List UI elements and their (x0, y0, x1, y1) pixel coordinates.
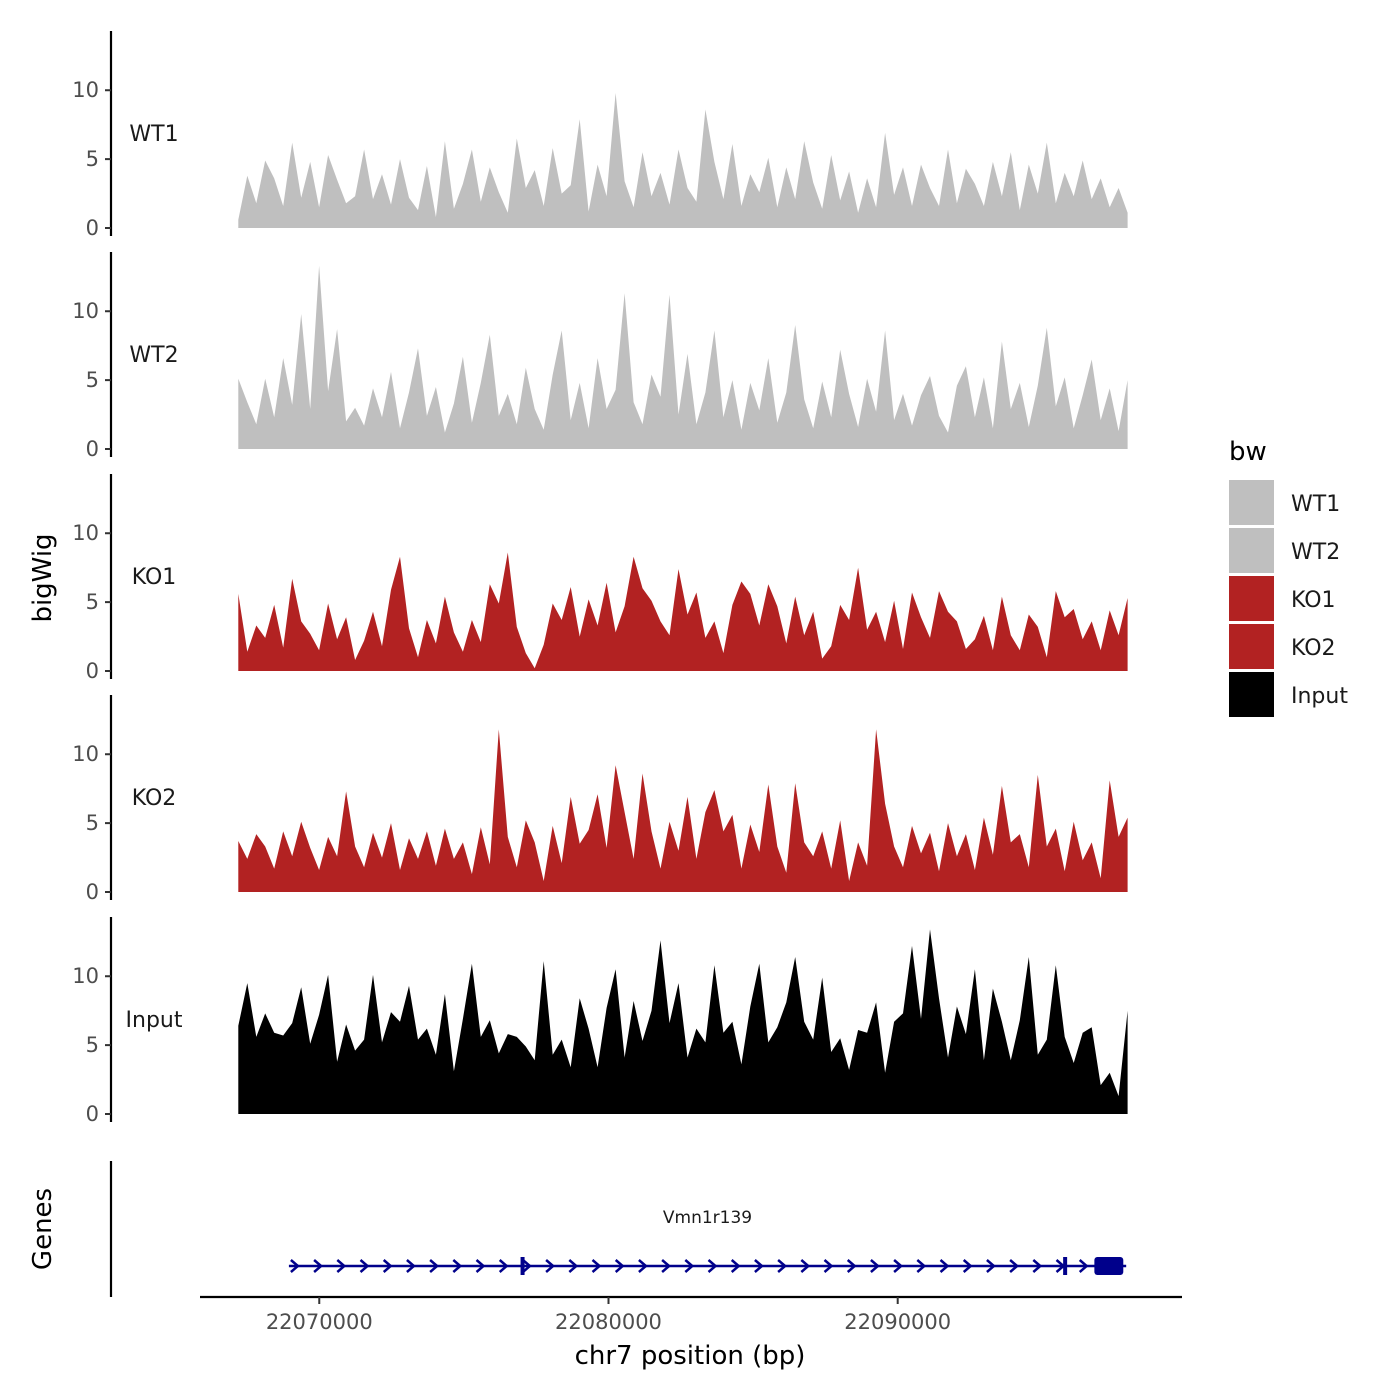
strand-arrow (684, 1259, 695, 1273)
track-label-ko2: KO2 (132, 786, 177, 811)
x-axis: 22070000 22080000 22090000 (200, 1295, 1182, 1334)
y-tick-label: 10 (72, 78, 99, 102)
y-tick-label: 5 (86, 1033, 99, 1057)
strand-arrow (707, 1259, 718, 1273)
genes-panel: Genes Vmn1r139 (28, 1161, 1127, 1297)
strand-arrow (498, 1259, 509, 1273)
strand-arrow (429, 1259, 440, 1273)
legend-label-wt1: WT1 (1291, 492, 1340, 517)
y-tick-label: 10 (72, 299, 99, 323)
track-label-wt2: WT2 (129, 343, 178, 368)
strand-arrow (568, 1259, 579, 1273)
legend-key-input (1229, 672, 1274, 717)
strand-arrow (870, 1259, 880, 1273)
y-axis-title: bigWig (28, 533, 58, 622)
legend-label-wt2: WT2 (1291, 540, 1340, 565)
legend-key-ko1 (1229, 576, 1274, 621)
coverage-area-wt1 (238, 93, 1128, 228)
coverage-area-wt2 (238, 265, 1128, 449)
x-axis-title: chr7 position (bp) (575, 1341, 806, 1371)
strand-arrow (986, 1259, 996, 1273)
genes-panel-title: Genes (28, 1188, 58, 1270)
legend-key-wt2 (1229, 528, 1274, 573)
strand-arrow (1078, 1259, 1089, 1273)
legend-label-input: Input (1291, 684, 1348, 709)
y-tick-label: 5 (86, 147, 99, 171)
strand-arrow (638, 1259, 648, 1273)
strand-arrow (406, 1259, 416, 1273)
strand-arrow (336, 1259, 347, 1273)
strand-arrow (800, 1259, 811, 1273)
gene-exon (1094, 1257, 1124, 1275)
strand-arrow (893, 1259, 904, 1273)
legend: bw WT1 WT2 KO1 KO2 Input (1229, 437, 1348, 717)
track-wt2: 0 5 10 WT2 (72, 252, 1128, 461)
x-tick-label: 22070000 (266, 1310, 373, 1334)
track-label-ko1: KO1 (132, 565, 177, 590)
x-tick-label: 22080000 (555, 1310, 662, 1334)
y-tick-label: 0 (86, 216, 99, 240)
strand-arrow (661, 1259, 672, 1273)
strand-arrow (754, 1259, 764, 1273)
y-tick-label: 5 (86, 811, 99, 835)
track-label-input: Input (126, 1008, 183, 1033)
strand-arrow (313, 1259, 324, 1273)
legend-title: bw (1229, 437, 1267, 467)
coverage-area-ko1 (238, 552, 1128, 671)
strand-arrow (1032, 1259, 1043, 1273)
track-label-wt1: WT1 (129, 122, 178, 147)
strand-arrow (614, 1259, 625, 1273)
legend-label-ko2: KO2 (1291, 636, 1336, 661)
strand-arrow (962, 1259, 973, 1273)
track-ko1: 0 5 10 KO1 (72, 474, 1128, 683)
strand-arrow (290, 1259, 300, 1273)
legend-key-wt1 (1229, 480, 1274, 525)
track-input: 0 5 10 Input (72, 917, 1128, 1126)
strand-arrow (846, 1259, 857, 1273)
y-tick-label: 10 (72, 742, 99, 766)
strand-arrow (359, 1259, 370, 1273)
y-tick-label: 5 (86, 368, 99, 392)
y-tick-label: 10 (72, 521, 99, 545)
y-tick-label: 0 (86, 437, 99, 461)
gene-exon (1063, 1257, 1068, 1275)
strand-arrow (545, 1259, 556, 1273)
y-tick-label: 0 (86, 880, 99, 904)
y-tick-label: 0 (86, 1102, 99, 1126)
y-tick-label: 0 (86, 659, 99, 683)
x-tick-label: 22090000 (844, 1310, 951, 1334)
strand-arrow (475, 1259, 486, 1273)
legend-key-ko2 (1229, 624, 1274, 669)
strand-arrow (452, 1259, 463, 1273)
y-tick-label: 10 (72, 964, 99, 988)
strand-arrow (916, 1259, 927, 1273)
gene-label-vmn1r139: Vmn1r139 (663, 1208, 752, 1228)
strand-arrow (1009, 1259, 1020, 1273)
strand-arrow (823, 1259, 834, 1273)
coverage-area-input (238, 929, 1128, 1114)
coverage-area-ko2 (238, 729, 1128, 892)
gene-model (288, 1257, 1127, 1275)
strand-arrow (591, 1259, 602, 1273)
coverage-tracks: 0 5 10 WT1 0 5 10 WT2 0 5 10 KO1 0 5 10 KO2 0 5 10 Input (72, 31, 1128, 1126)
strand-arrow (939, 1259, 950, 1273)
strand-arrow (730, 1259, 741, 1273)
track-wt1: 0 5 10 WT1 (72, 31, 1128, 240)
strand-arrow (777, 1259, 788, 1273)
strand-arrow (382, 1259, 393, 1273)
track-ko2: 0 5 10 KO2 (72, 695, 1128, 904)
y-tick-label: 5 (86, 590, 99, 614)
legend-label-ko1: KO1 (1291, 588, 1336, 613)
gene-exon (520, 1257, 525, 1275)
strand-arrow (522, 1259, 532, 1273)
